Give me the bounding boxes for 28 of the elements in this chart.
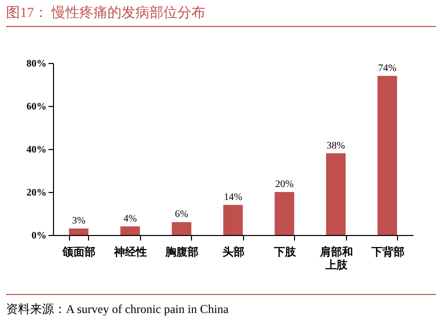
text: 资料来源：A survey of chronic pain in China [6,294,436,318]
data-label: 20% [275,179,294,190]
bar [120,226,140,235]
y-tick-label: 40% [26,144,46,156]
data-label: 14% [224,192,242,203]
x-tick-label: 神经性 [113,246,148,258]
x-tick-label: 肩部和上肢 [318,246,353,272]
y-tick-label: 0% [32,230,46,242]
data-label: 3% [72,216,86,227]
x-tick-label: 颌面部 [62,246,96,258]
y-tick-label: 60% [26,102,46,112]
y-tick-label: 80% [26,58,46,70]
x-tick-label: 下肢 [272,246,297,258]
x-tick-label: 下背部 [370,246,404,258]
bar [274,192,294,235]
bar [223,204,243,235]
data-label: 74% [378,62,396,74]
bar [378,76,398,235]
data-label: 4% [123,213,137,224]
chart-title: 图17： 慢性疼痛的发病部位分布 [6,4,436,27]
x-tick-label: 胸腹部 [164,246,199,258]
data-label: 38% [326,140,346,152]
bar [172,222,192,235]
bar [68,228,88,235]
y-tick-label: 20% [26,188,46,198]
x-tick-label: 头部 [222,246,244,258]
bar [326,153,346,235]
data-label: 6% [174,209,188,220]
